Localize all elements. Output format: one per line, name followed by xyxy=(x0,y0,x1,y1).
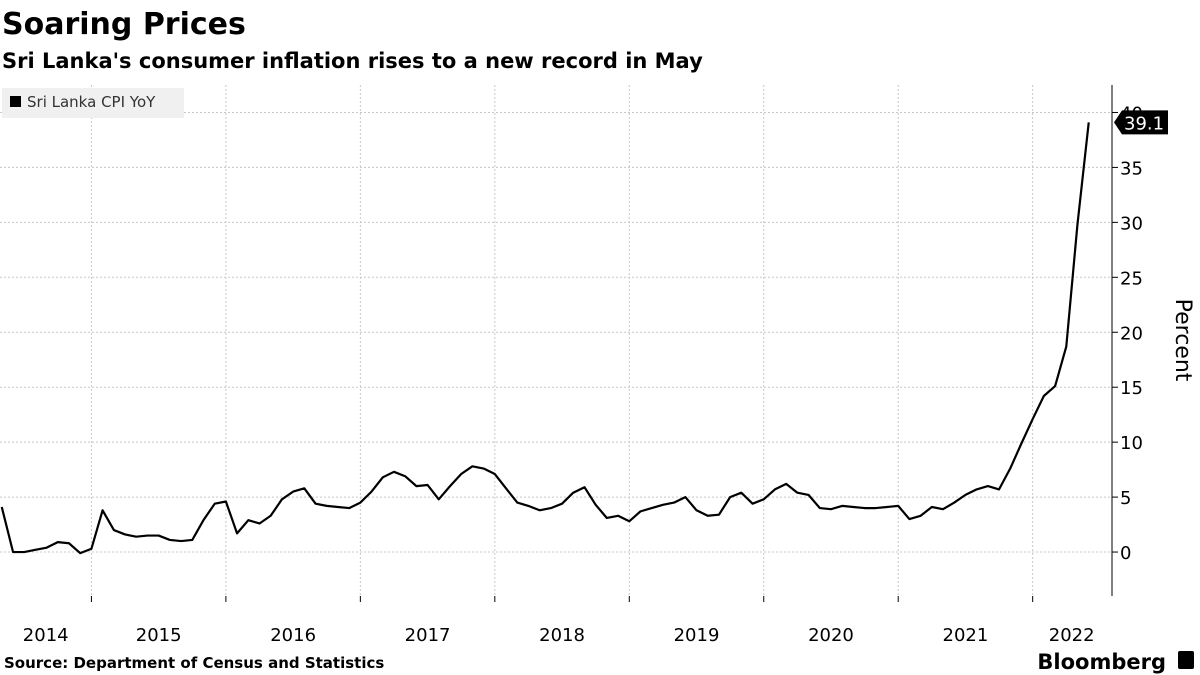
chart-subtitle: Sri Lanka's consumer inflation rises to … xyxy=(2,49,703,73)
y-tick-label: 10 xyxy=(1120,433,1143,454)
x-tick-label: 2022 xyxy=(1049,625,1095,646)
x-tick-label: 2017 xyxy=(405,625,451,646)
x-tick-label: 2014 xyxy=(23,625,69,646)
legend-box xyxy=(2,88,184,118)
brand-icon xyxy=(1178,651,1194,669)
y-tick-label: 5 xyxy=(1120,488,1131,509)
x-tick-label: 2016 xyxy=(270,625,316,646)
x-tick-label: 2015 xyxy=(136,625,182,646)
x-tick-label: 2018 xyxy=(539,625,585,646)
chart-title: Soaring Prices xyxy=(2,7,246,42)
value-label: 39.1 xyxy=(1124,113,1164,134)
y-tick-label: 0 xyxy=(1120,543,1131,564)
brand: Bloomberg xyxy=(1037,650,1166,674)
y-tick-label: 30 xyxy=(1120,213,1143,234)
x-tick-label: 2019 xyxy=(674,625,720,646)
x-tick-label: 2021 xyxy=(943,625,989,646)
legend-label: Sri Lanka CPI YoY xyxy=(27,93,156,111)
y-axis-title: Percent xyxy=(1170,299,1195,382)
y-tick-label: 25 xyxy=(1120,268,1143,289)
legend-swatch xyxy=(10,96,21,107)
x-tick-label: 2020 xyxy=(808,625,854,646)
y-tick-label: 20 xyxy=(1120,323,1143,344)
value-tag xyxy=(1114,110,1168,135)
y-tick-label: 15 xyxy=(1120,378,1143,399)
source-note: Source: Department of Census and Statist… xyxy=(4,654,384,672)
y-tick-label: 35 xyxy=(1120,158,1143,179)
line xyxy=(0,122,1090,555)
